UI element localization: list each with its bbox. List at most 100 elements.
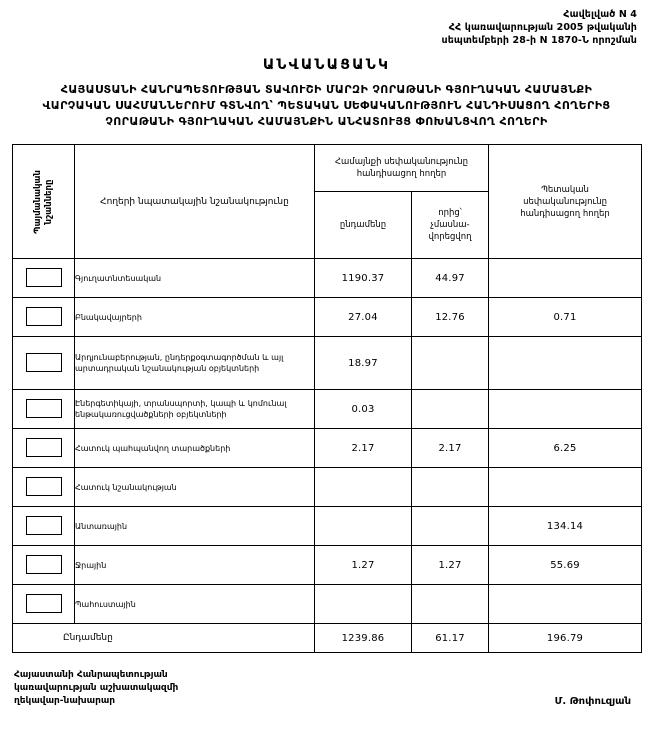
row-community-total [314, 506, 412, 546]
row-community-total [314, 584, 412, 624]
row-state: 55.69 [488, 545, 643, 585]
row-community-nonprivatized [410, 467, 490, 507]
row-community-total: 2.17 [314, 428, 412, 468]
column-header-land-purpose: Հողերի նպատակային նշանակությունը [74, 144, 315, 259]
total-community-nonprivatized: 61.17 [410, 623, 490, 653]
row-community-nonprivatized [410, 506, 490, 546]
row-state [488, 336, 643, 390]
table-total-row: Ընդամենը 1239.86 61.17 196.79 [12, 623, 643, 653]
row-community-total: 1.27 [314, 545, 412, 585]
symbols-header-line-2: նշանները [43, 179, 54, 224]
column-header-state: Պետական սեփականությունը հանդիսացող հողեր [488, 144, 643, 259]
row-name: Արդյունաբերության, ընդերքօգտագործման և ա… [74, 336, 315, 390]
signer-role-line-2: կառավարության աշխատակազմի [14, 683, 179, 693]
table-row: Հատուկ նշանակության [12, 467, 643, 507]
row-community-total: 0.03 [314, 389, 412, 429]
column-header-community-nonprivatized: որից՝ չմասնա- վորեցվող [410, 191, 490, 259]
row-symbol-cell [12, 389, 75, 429]
table-row: Ջրային 1.27 1.27 55.69 [12, 545, 643, 585]
table-row: Հատուկ պահպանվող տարածքների 2.17 2.17 6.… [12, 428, 643, 468]
row-community-nonprivatized: 12.76 [410, 297, 490, 337]
signer-role: Հայաստանի Հանրապետության կառավարության ա… [14, 669, 178, 708]
state-header-line-1: Պետական [541, 184, 589, 195]
rectangle-symbol-icon [25, 593, 62, 613]
document-subtitle: ՀԱՅԱՍՏԱՆԻ ՀԱՆՐԱՊԵՏՈՒԹՅԱՆ ՏԱՎՈՒՇԻ ՄԱՐԶԻ Չ… [12, 82, 641, 130]
row-community-nonprivatized: 2.17 [410, 428, 490, 468]
table-row: Բնակավայրերի 27.04 12.76 0.71 [12, 297, 643, 337]
table-row: Անտառային 134.14 [12, 506, 643, 546]
row-state [488, 467, 643, 507]
nonpriv-header-line-2: չմասնա- [430, 220, 470, 230]
row-community-nonprivatized: 1.27 [410, 545, 490, 585]
row-name: Գյուղատնտեսական [74, 258, 315, 298]
row-community-total [314, 467, 412, 507]
table-head: Պայմանական նշանները Հողերի նպատակային նշ… [12, 144, 643, 259]
row-community-nonprivatized: 44.97 [410, 258, 490, 298]
row-symbol-cell [12, 336, 75, 390]
row-state [488, 584, 643, 624]
state-header-line-2: սեփականությունը [523, 196, 607, 207]
signer-name: Մ. Թոփուզյան [554, 696, 631, 707]
subtitle-line-3: ՉՈՐԱԹԱՆԻ ԳՅՈՒՂԱԿԱՆ ՀԱՄԱՅՆՔԻՆ ԱՆՀԱՏՈՒՅՑ Փ… [105, 115, 548, 128]
row-community-nonprivatized [410, 584, 490, 624]
page-title: ԱՆՎԱՆԱՑԱՆԿ [262, 57, 391, 73]
row-name: Բնակավայրերի [74, 297, 315, 337]
table-row: Էներգետիկայի, տրանսպորտի, կապի և կոմունա… [12, 389, 643, 429]
row-community-total: 18.97 [314, 336, 412, 390]
table-header-row-1: Պայմանական նշանները Հողերի նպատակային նշ… [12, 144, 643, 259]
land-allocation-table: Պայմանական նշանները Հողերի նպատակային նշ… [12, 144, 643, 653]
nonpriv-header-line-3: վորեցվող [428, 232, 472, 242]
row-name: Ջրային [74, 545, 315, 585]
column-header-symbols-text: Պայմանական նշանները [33, 170, 55, 234]
row-community-total: 1190.37 [314, 258, 412, 298]
signature-block: Հայաստանի Հանրապետության կառավարության ա… [12, 669, 641, 708]
state-header-line-3: հանդիսացող հողեր [520, 208, 610, 219]
signer-role-line-3: ղեկավար-նախարար [14, 696, 116, 706]
reference-line-1: Հավելված N 4 [563, 9, 637, 20]
rectangle-symbol-icon [25, 476, 62, 496]
row-community-nonprivatized [410, 336, 490, 390]
rectangle-symbol-icon [25, 515, 62, 535]
row-name: Անտառային [74, 506, 315, 546]
table-body: Գյուղատնտեսական 1190.37 44.97 Բնակավայրե… [12, 258, 643, 653]
total-label: Ընդամենը [12, 623, 315, 653]
rectangle-symbol-icon [25, 437, 62, 457]
symbols-header-line-1: Պայմանական [32, 169, 43, 234]
rectangle-symbol-icon [25, 398, 62, 418]
row-state [488, 258, 643, 298]
table-row: Պահուստային [12, 584, 643, 624]
row-state: 6.25 [488, 428, 643, 468]
land-table-wrapper: Պայմանական նշանները Հողերի նպատակային նշ… [12, 144, 643, 653]
rectangle-symbol-icon [25, 352, 62, 372]
row-symbol-cell [12, 428, 75, 468]
table-row: Արդյունաբերության, ընդերքօգտագործման և ա… [12, 336, 643, 390]
column-header-community-group: Համայնքի սեփականությունը հանդիսացող հողե… [313, 144, 490, 192]
row-symbol-cell [12, 545, 75, 585]
rectangle-symbol-icon [25, 267, 62, 287]
reference-block: Հավելված N 4 ՀՀ կառավարության 2005 թվակա… [12, 0, 641, 47]
total-state: 196.79 [488, 623, 643, 653]
column-header-community-total: ընդամենը [314, 191, 412, 259]
row-symbol-cell [12, 297, 75, 337]
row-name: Հատուկ պահպանվող տարածքների [74, 428, 315, 468]
row-name: Էներգետիկայի, տրանսպորտի, կապի և կոմունա… [74, 389, 315, 429]
total-community-total: 1239.86 [314, 623, 412, 653]
reference-line-2: ՀՀ կառավարության 2005 թվականի [448, 22, 637, 33]
row-community-total: 27.04 [314, 297, 412, 337]
nonpriv-header-line-1: որից՝ [438, 208, 462, 218]
rectangle-symbol-icon [25, 306, 62, 326]
reference-line-3: սեպտեմբերի 28-ի N 1870-Ն որոշման [441, 35, 637, 46]
row-symbol-cell [12, 258, 75, 298]
row-state: 0.71 [488, 297, 643, 337]
subtitle-line-2: ՎԱՐՉԱԿԱՆ ՍԱՀՄԱՆՆԵՐՈՒՄ ԳՏՆՎՈՂ՝ ՊԵՏԱԿԱՆ ՍԵ… [42, 99, 611, 112]
row-symbol-cell [12, 506, 75, 546]
subtitle-line-1: ՀԱՅԱՍՏԱՆԻ ՀԱՆՐԱՊԵՏՈՒԹՅԱՆ ՏԱՎՈՒՇԻ ՄԱՐԶԻ Չ… [60, 83, 593, 96]
row-state: 134.14 [488, 506, 643, 546]
row-name: Պահուստային [74, 584, 315, 624]
signer-role-line-1: Հայաստանի Հանրապետության [14, 670, 168, 680]
rectangle-symbol-icon [25, 554, 62, 574]
row-name: Հատուկ նշանակության [74, 467, 315, 507]
row-symbol-cell [12, 467, 75, 507]
row-state [488, 389, 643, 429]
